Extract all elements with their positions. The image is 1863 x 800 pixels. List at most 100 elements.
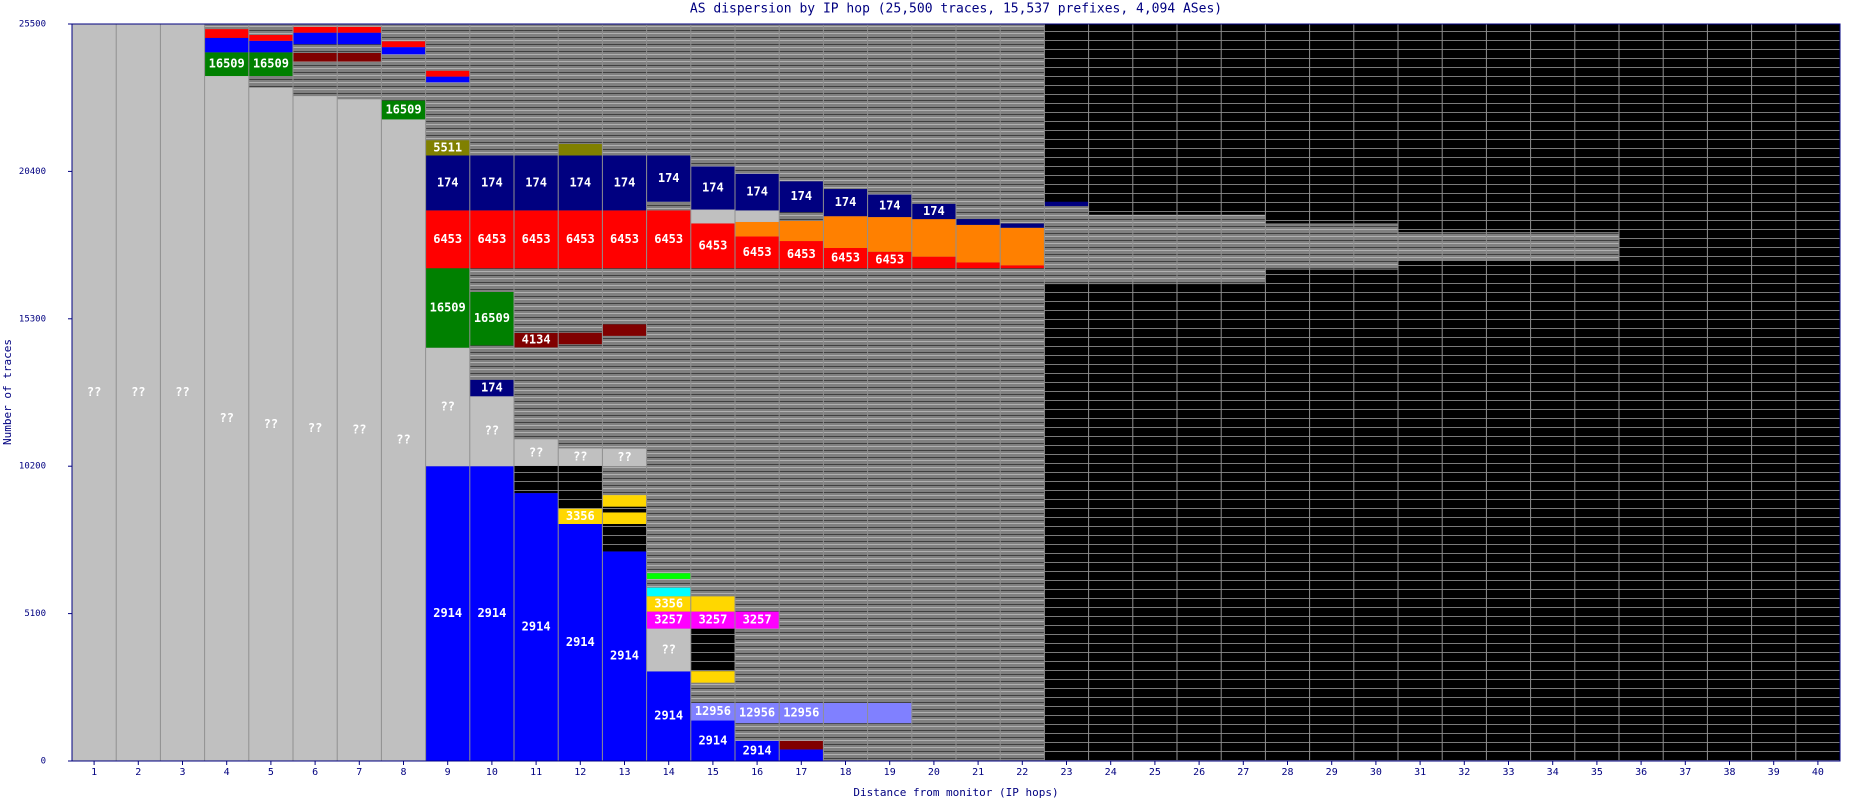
segment [602, 324, 647, 336]
segment-label: 6453 [875, 252, 904, 266]
segment-label: 2914 [698, 733, 727, 747]
segment [867, 702, 912, 724]
segment [381, 41, 426, 48]
segment [646, 97, 691, 156]
x-tick-label: 9 [445, 767, 451, 778]
segment [514, 155, 559, 211]
segment-label: 174 [481, 175, 503, 189]
segment [558, 448, 603, 466]
segment [1795, 24, 1840, 761]
segment [779, 241, 824, 269]
segment [1442, 260, 1487, 761]
segment [690, 611, 735, 629]
segment-label: ?? [485, 424, 499, 438]
x-tick-label: 5 [268, 767, 274, 778]
segment-label: 5511 [433, 140, 462, 154]
segment-label: 3257 [743, 613, 772, 627]
segment-label: ?? [396, 433, 410, 447]
segment [381, 54, 426, 101]
x-tick-label: 4 [224, 767, 230, 778]
segment [425, 268, 470, 348]
segment [690, 671, 735, 683]
segment [867, 142, 912, 195]
x-tick-label: 2 [135, 767, 141, 778]
segment [558, 344, 603, 449]
segment [911, 160, 956, 204]
segment [469, 210, 514, 269]
y-tick-label: 10200 [19, 462, 46, 472]
y-tick-label: 0 [41, 757, 46, 767]
segment-label: ?? [131, 385, 145, 399]
segment [735, 740, 780, 761]
segment [1221, 284, 1266, 761]
segment [469, 291, 514, 346]
segment-label: 16509 [385, 102, 421, 116]
segment [735, 723, 780, 741]
x-tick-label: 8 [400, 767, 406, 778]
segment-label: 174 [437, 175, 459, 189]
segment [911, 268, 956, 761]
segment [248, 87, 293, 762]
x-tick-label: 23 [1060, 767, 1072, 778]
segment [514, 68, 559, 156]
segment-label: 12956 [695, 704, 731, 718]
segment [602, 86, 647, 156]
segment [381, 119, 426, 762]
segment [779, 181, 824, 213]
segment [248, 40, 293, 53]
segment-label: 12956 [739, 706, 775, 720]
segment [293, 26, 338, 33]
x-tick-label: 6 [312, 767, 318, 778]
x-tick-label: 13 [618, 767, 630, 778]
segment [337, 99, 382, 762]
x-tick-label: 11 [530, 767, 542, 778]
segment-label: 16509 [474, 311, 510, 325]
segment [779, 123, 824, 182]
segment [690, 223, 735, 269]
segment [690, 268, 735, 597]
segment [735, 702, 780, 724]
segment [1619, 24, 1664, 761]
segment [293, 32, 338, 45]
x-tick-label: 25 [1149, 767, 1161, 778]
segment [1221, 214, 1266, 285]
x-tick-label: 17 [795, 767, 807, 778]
x-tick-label: 26 [1193, 767, 1205, 778]
segment [425, 155, 470, 211]
segment [160, 24, 205, 761]
segment [646, 268, 691, 574]
segment [558, 465, 603, 509]
segment [956, 224, 1001, 263]
segment-label: 174 [481, 381, 503, 395]
segment-label: 174 [746, 185, 768, 199]
segment [735, 268, 780, 612]
segment-label: ?? [175, 385, 189, 399]
x-tick-label: 10 [486, 767, 498, 778]
x-tick-label: 35 [1591, 767, 1603, 778]
segment [690, 596, 735, 612]
segment [1000, 227, 1045, 266]
x-tick-label: 15 [707, 767, 719, 778]
segment [1044, 284, 1089, 761]
segment-label: ?? [573, 450, 587, 464]
segment-label: 2914 [566, 635, 595, 649]
segment [779, 749, 824, 761]
segment [1398, 260, 1443, 761]
segment [558, 268, 603, 333]
segment-label: 174 [923, 204, 945, 218]
segment [1530, 232, 1575, 261]
segment-label: 6453 [610, 232, 639, 246]
segment [646, 587, 691, 597]
segment [779, 212, 824, 221]
segment [779, 702, 824, 724]
segment [1353, 269, 1398, 761]
x-axis-title: Distance from monitor (IP hops) [853, 786, 1058, 799]
segment [514, 439, 559, 466]
segment [602, 268, 647, 325]
segment [690, 720, 735, 761]
segment-label: 174 [835, 195, 857, 209]
segment-label: ?? [264, 417, 278, 431]
x-tick-label: 21 [972, 767, 984, 778]
segment [779, 220, 824, 242]
